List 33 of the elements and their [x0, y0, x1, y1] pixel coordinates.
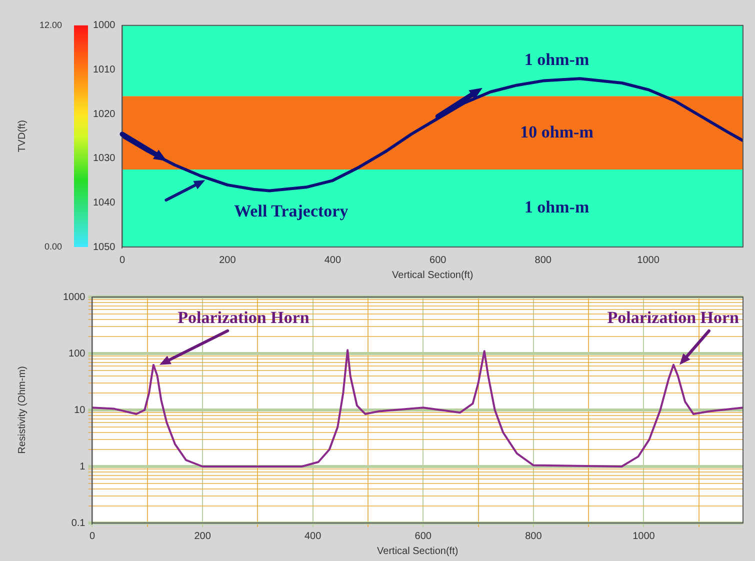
y-tick-label: 1030	[92, 153, 116, 164]
x-tick-label: 400	[304, 530, 322, 542]
y-tick-label: 1000	[62, 292, 86, 303]
x-tick-label: 800	[525, 530, 542, 542]
x-tick-label: 0	[119, 254, 126, 266]
y-tick-label: 100	[68, 348, 86, 360]
band-label: 1 ohm-m	[524, 198, 590, 217]
x-tick-label: 800	[534, 254, 552, 266]
y-tick-label: 1050	[92, 242, 116, 253]
y-tick-label: 1020	[92, 108, 116, 120]
x-tick-label: 1000	[637, 254, 660, 266]
annotation: Well Trajectory	[234, 201, 349, 220]
x-axis-title: Vertical Section(ft)	[377, 546, 458, 557]
y-tick-label: 0.1	[71, 518, 86, 529]
x-tick-label: 200	[219, 254, 236, 266]
y-tick-label: 1000	[92, 20, 116, 32]
x-tick-label: 0	[89, 530, 96, 542]
y-tick-label: 1010	[92, 64, 116, 76]
y-tick-label: 10	[74, 404, 86, 416]
color-bar-label: 0.00	[44, 241, 62, 252]
y-axis-title: Resistivity (Ohm-m)	[16, 366, 28, 454]
x-axis-title: Vertical Section(ft)	[392, 270, 474, 281]
x-tick-label: 600	[430, 254, 447, 266]
x-tick-label: 600	[414, 530, 432, 542]
y-tick-label: 1	[80, 461, 86, 472]
band-label: 1 ohm-m	[524, 50, 590, 70]
y-tick-label: 1040	[92, 197, 116, 208]
x-tick-label: 1000	[632, 530, 656, 542]
x-tick-label: 400	[324, 254, 342, 266]
color-bar-label: 12.00	[39, 20, 62, 30]
y-axis-title: TVD(ft)	[16, 120, 28, 152]
x-tick-label: 200	[194, 530, 212, 542]
band-label: 10 ohm-m	[520, 122, 594, 142]
